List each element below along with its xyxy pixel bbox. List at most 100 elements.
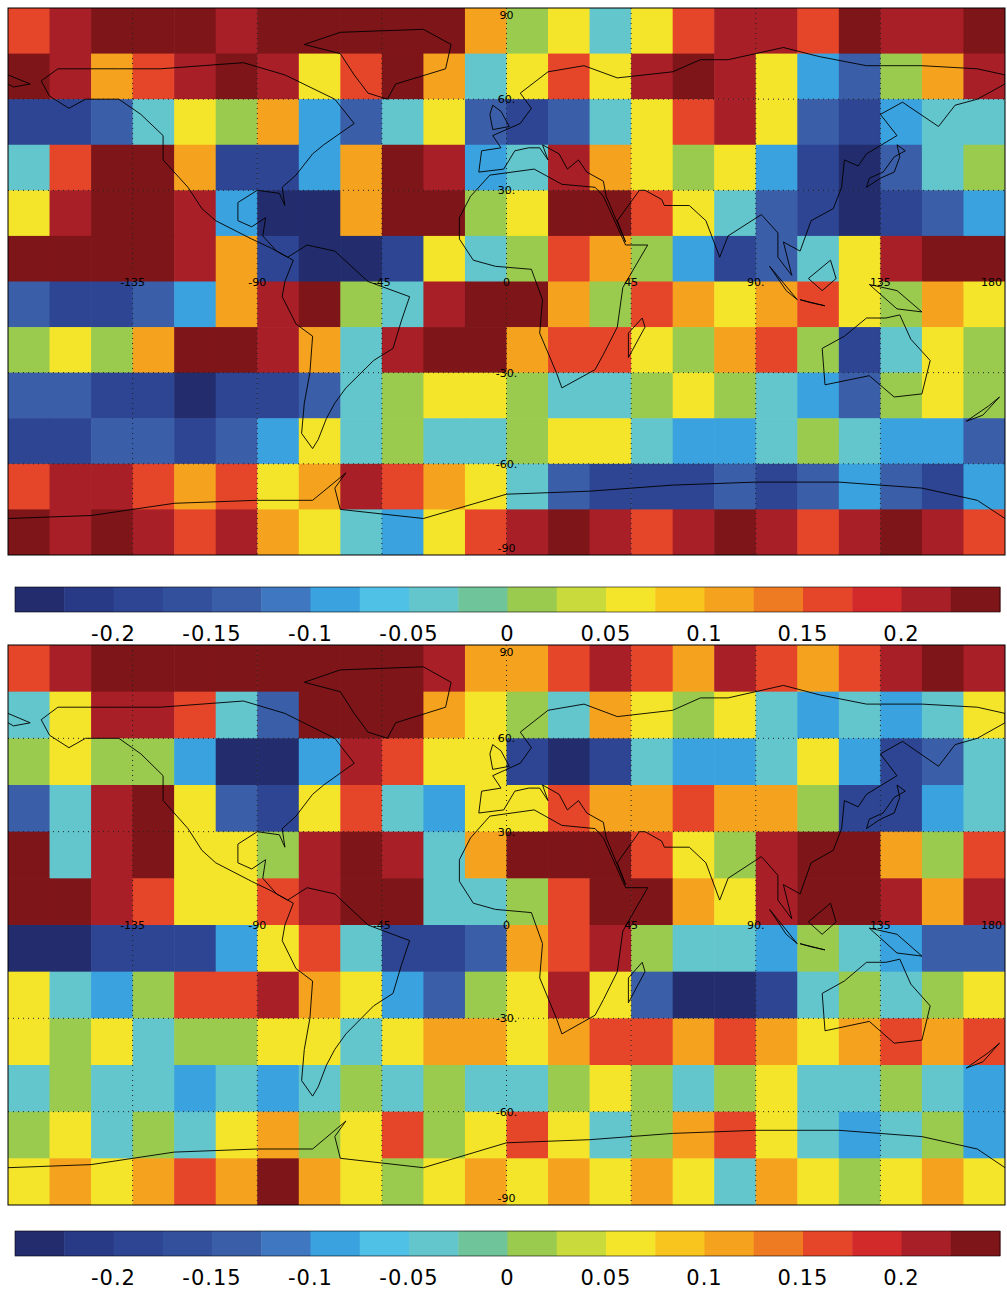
heatmap-cell bbox=[922, 8, 964, 54]
heatmap-cell bbox=[91, 972, 133, 1019]
heatmap-cell bbox=[548, 1018, 590, 1065]
heatmap-cell bbox=[590, 972, 632, 1019]
heatmap-cell bbox=[382, 1065, 424, 1112]
heatmap-cell bbox=[340, 373, 382, 419]
heatmap-cell bbox=[756, 145, 798, 191]
heatmap-cell bbox=[174, 373, 216, 419]
heatmap-cell bbox=[340, 99, 382, 145]
colorbar-swatch bbox=[311, 587, 361, 612]
heatmap-cell bbox=[174, 327, 216, 373]
heatmap-cell bbox=[382, 327, 424, 373]
heatmap-cell bbox=[673, 190, 715, 236]
heatmap-cell bbox=[216, 738, 258, 785]
heatmap-cell bbox=[174, 832, 216, 879]
heatmap-cell bbox=[880, 54, 922, 100]
heatmap-cell bbox=[714, 190, 756, 236]
heatmap-cell bbox=[91, 738, 133, 785]
heatmap-cell bbox=[216, 99, 258, 145]
heatmap-cell bbox=[257, 99, 299, 145]
heatmap-cell bbox=[423, 54, 465, 100]
heatmap-cell bbox=[963, 327, 1005, 373]
heatmap-cell bbox=[174, 925, 216, 972]
tick-labels: -135-90-4504590.1351809060.30.-30.-60.-9… bbox=[120, 646, 1002, 1205]
heatmap-cell bbox=[423, 785, 465, 832]
heatmap-cell bbox=[299, 832, 341, 879]
heatmap-cell bbox=[922, 464, 964, 510]
x-tick-label: 180 bbox=[981, 276, 1002, 289]
heatmap-cell bbox=[257, 327, 299, 373]
heatmap-cell bbox=[382, 785, 424, 832]
heatmap-cell bbox=[133, 99, 175, 145]
heatmap-cell bbox=[797, 925, 839, 972]
heatmap-cell bbox=[756, 8, 798, 54]
heatmap-cell bbox=[797, 8, 839, 54]
colorbar-swatch bbox=[754, 1231, 804, 1256]
heatmap-cell bbox=[797, 190, 839, 236]
heatmap-cell bbox=[216, 373, 258, 419]
heatmap-cell bbox=[91, 54, 133, 100]
colorbar-swatch bbox=[705, 587, 755, 612]
heatmap-cell bbox=[673, 418, 715, 464]
colorbar-tick-label: 0.1 bbox=[686, 622, 722, 646]
heatmap-cell bbox=[8, 8, 50, 54]
heatmap-cell bbox=[756, 509, 798, 555]
plot-background bbox=[8, 8, 1005, 555]
grid bbox=[8, 645, 1005, 1205]
heatmap-cell bbox=[590, 645, 632, 692]
heatmap-cell bbox=[299, 327, 341, 373]
heatmap-cell bbox=[797, 1018, 839, 1065]
heatmap-cell bbox=[91, 99, 133, 145]
colorbar-swatch bbox=[508, 1231, 558, 1256]
heatmap-cell bbox=[673, 1158, 715, 1205]
heatmap-cell bbox=[91, 373, 133, 419]
heatmap-cell bbox=[963, 509, 1005, 555]
heatmap-cell bbox=[382, 925, 424, 972]
heatmap-cell bbox=[216, 645, 258, 692]
colorbar-swatch bbox=[409, 587, 459, 612]
heatmap-cell bbox=[922, 832, 964, 879]
colorbar-frame bbox=[15, 1231, 1000, 1256]
heatmap-cell bbox=[8, 925, 50, 972]
heatmap-cell bbox=[922, 509, 964, 555]
heatmap-cell bbox=[257, 738, 299, 785]
colorbar-tick-label: 0.2 bbox=[883, 622, 919, 646]
heatmap-cell bbox=[963, 464, 1005, 510]
heatmap-cell bbox=[423, 145, 465, 191]
heatmap-cell bbox=[922, 1158, 964, 1205]
heatmap-cell bbox=[797, 99, 839, 145]
heatmap-cell bbox=[8, 373, 50, 419]
heatmap-cell bbox=[714, 785, 756, 832]
coastline bbox=[41, 63, 354, 258]
heatmap-cell bbox=[963, 145, 1005, 191]
coastline bbox=[304, 667, 451, 739]
heatmap-cells bbox=[8, 8, 1005, 555]
heatmap-cell bbox=[216, 190, 258, 236]
heatmap-cell bbox=[133, 509, 175, 555]
heatmap-cell bbox=[91, 327, 133, 373]
heatmap-cell bbox=[631, 418, 673, 464]
heatmap-cell bbox=[590, 145, 632, 191]
heatmap-cell bbox=[507, 878, 549, 925]
heatmap-cell bbox=[590, 418, 632, 464]
heatmap-cell bbox=[756, 738, 798, 785]
heatmap-cell bbox=[797, 373, 839, 419]
heatmap-cell bbox=[963, 1158, 1005, 1205]
y-tick-label: 90 bbox=[500, 646, 514, 659]
colorbar-swatch bbox=[705, 1231, 755, 1256]
heatmap-cell bbox=[8, 1065, 50, 1112]
colorbar-swatch bbox=[212, 587, 262, 612]
heatmap-cell bbox=[673, 8, 715, 54]
heatmap-cell bbox=[839, 1158, 881, 1205]
heatmap-cell bbox=[880, 832, 922, 879]
colorbar-swatch bbox=[360, 587, 410, 612]
heatmap-cell bbox=[507, 832, 549, 879]
x-tick-label: -45 bbox=[373, 276, 391, 289]
heatmap-cell bbox=[839, 190, 881, 236]
heatmap-cell bbox=[548, 464, 590, 510]
heatmap-cell bbox=[839, 373, 881, 419]
heatmap-cell bbox=[8, 509, 50, 555]
heatmap-cell bbox=[299, 738, 341, 785]
heatmap-cell bbox=[8, 832, 50, 879]
heatmap-cell bbox=[423, 1018, 465, 1065]
heatmap-cell bbox=[756, 373, 798, 419]
